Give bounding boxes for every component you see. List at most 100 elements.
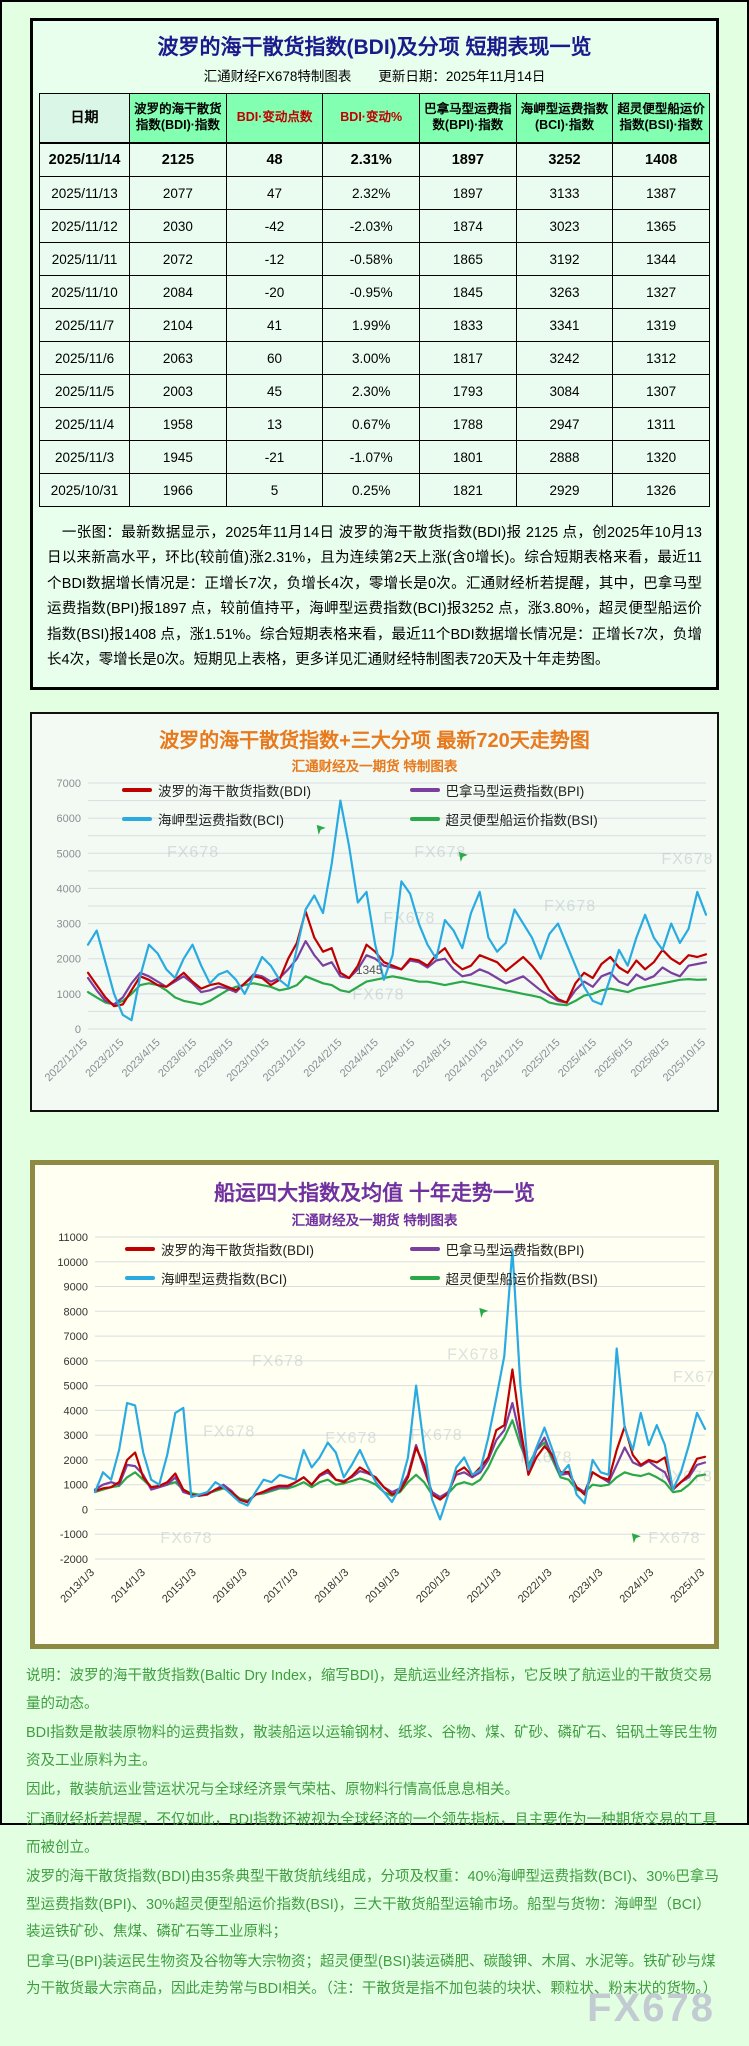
table-cell: 2025/10/31 — [38, 473, 131, 507]
summary-note: 一张图：最新数据显示，2025年11月14日 波罗的海干散货指数(BDI)报 2… — [47, 525, 702, 668]
table-cell: 3023 — [515, 209, 614, 243]
table-cell: 2929 — [515, 473, 614, 507]
footer-line: 波罗的海干散货指数(BDI)由35条典型干散货航线组成，分项及权重：40%海岬型… — [26, 1869, 719, 1941]
table-cell: 2072 — [129, 242, 227, 276]
legend-label: 巴拿马型运费指数(BPI) — [445, 1243, 585, 1259]
table-cell: 5 — [225, 473, 324, 507]
table-cell: 3341 — [515, 308, 614, 342]
table-cell: -20 — [225, 275, 324, 309]
table-cell: 2025/11/12 — [38, 209, 131, 243]
svg-text:7000: 7000 — [57, 778, 81, 790]
svg-text:2022/12/15: 2022/12/15 — [43, 1037, 90, 1084]
svg-text:FX678: FX678 — [352, 987, 404, 1004]
legend-label: 海岬型运费指数(BCI) — [161, 1272, 287, 1288]
cursor-arrow-icon — [458, 852, 468, 863]
table-cell: 1327 — [612, 275, 710, 309]
legend-label: 海岬型运费指数(BCI) — [158, 813, 284, 829]
svg-text:5000: 5000 — [64, 1381, 88, 1393]
svg-text:2023/4/15: 2023/4/15 — [120, 1037, 163, 1080]
table-cell: 2104 — [129, 308, 227, 342]
table-header-row: 日期 波罗的海干散货指数(BDI)·指数 BDI·变动点数 BDI·变动% 巴拿马型运费… — [38, 93, 710, 144]
svg-text:2022/1/3: 2022/1/3 — [516, 1567, 555, 1606]
table-title: 波罗的海干散货指数(BDI)及分项 短期表现一览 — [157, 36, 592, 59]
table-cell: 3084 — [515, 374, 614, 408]
table-row: 2025/11/4 1958 13 0.67% 1788 2947 1311 — [38, 407, 710, 441]
svg-text:2025/1/3: 2025/1/3 — [668, 1567, 707, 1606]
footer-line: 汇通财经析若提醒，不仅如此，BDI指数还被视为全球经济的一个领先指标，且主要作为… — [26, 1811, 718, 1856]
legend-item: 超灵便型船运价指数(BSI) — [409, 809, 698, 829]
svg-text:FX678: FX678 — [160, 1530, 212, 1547]
table-cell: 3242 — [515, 341, 614, 375]
svg-text:FX678: FX678 — [648, 1530, 700, 1547]
table-cell: 3252 — [515, 142, 614, 177]
table-cell: 2025/11/13 — [38, 176, 131, 210]
svg-text:10000: 10000 — [57, 1257, 88, 1269]
footer-line: BDI指数是散装原物料的运费指数，散装船运以运输钢材、纸浆、谷物、煤、矿砂、磷矿… — [26, 1725, 718, 1769]
table-cell: 0.67% — [322, 407, 421, 441]
svg-text:2023/2/15: 2023/2/15 — [83, 1037, 126, 1080]
svg-text:7000: 7000 — [64, 1331, 88, 1343]
table-row: 2025/10/31 1966 5 0.25% 1821 2929 1326 — [38, 473, 710, 507]
table-cell: 2077 — [129, 176, 227, 210]
legend-item: 波罗的海干散货指数(BDI) — [125, 1239, 410, 1259]
table-cell: 1365 — [612, 209, 710, 243]
table-cell: 1793 — [419, 374, 517, 408]
chart-10y-plot: -2000 -1000 0 1000 2000 3000 4000 5000 6000 7000 8… — [57, 1232, 724, 1606]
table-cell: 1312 — [612, 341, 710, 375]
svg-text:11000: 11000 — [58, 1232, 88, 1244]
svg-text:2019/1/3: 2019/1/3 — [363, 1567, 402, 1606]
chart-10y-subtitle: 汇通财经及一期货 特制图表 — [291, 1213, 458, 1229]
legend-label: 超灵便型船运价指数(BSI) — [445, 813, 598, 829]
svg-text:FX678: FX678 — [673, 1369, 715, 1386]
table-cell: 2947 — [515, 407, 614, 441]
svg-text:3000: 3000 — [57, 919, 81, 931]
svg-text:0: 0 — [82, 1505, 88, 1517]
table-row: 2025/11/6 2063 60 3.00% 1817 3242 1312 — [38, 341, 710, 375]
legend-swatch-icon — [409, 788, 440, 793]
legend-label: 波罗的海干散货指数(BDI) — [158, 784, 311, 800]
legend-label: 波罗的海干散货指数(BDI) — [161, 1243, 314, 1259]
legend-item: 海岬型运费指数(BCI) — [125, 1268, 410, 1288]
legend-item: 巴拿马型运费指数(BPI) — [409, 1239, 695, 1259]
legend-swatch-icon — [409, 817, 440, 822]
svg-text:2000: 2000 — [64, 1455, 88, 1467]
svg-text:FX678: FX678 — [203, 1424, 255, 1441]
table-cell: 1387 — [612, 176, 710, 210]
table-cell: 1966 — [129, 473, 227, 507]
legend-item: 超灵便型船运价指数(BSI) — [409, 1268, 695, 1288]
legend-item: 巴拿马型运费指数(BPI) — [409, 780, 698, 800]
legend-swatch-icon — [122, 788, 152, 793]
table-cell: 3263 — [515, 275, 614, 309]
table-row: 2025/11/5 2003 45 2.30% 1793 3084 1307 — [38, 374, 710, 408]
legend-item: 海岬型运费指数(BCI) — [122, 809, 410, 829]
chart-720day-panel: 波罗的海干散货指数+三大分项 最新720天走势图 汇通财经及一期货 特制图表 波… — [30, 712, 719, 1113]
table-cell: 2030 — [129, 209, 227, 243]
table-cell: 2025/11/4 — [38, 407, 131, 441]
column-header: 巴拿马型运费指数(BPI)·指数 — [419, 93, 517, 144]
table-cell: 2025/11/6 — [38, 341, 131, 375]
svg-text:FX678: FX678 — [325, 1430, 377, 1447]
svg-text:FX678: FX678 — [414, 844, 466, 861]
chart-10year-panel: 船运四大指数及均值 十年走势一览 汇通财经及一期货 特制图表 波罗的海干散货指数… — [30, 1160, 724, 1650]
table-cell: 13 — [225, 407, 324, 441]
footer-line: 说明：波罗的海干散货指数(Baltic Dry Index，缩写BDI)，是航运… — [26, 1668, 713, 1712]
table-cell: 1945 — [129, 440, 227, 474]
table-cell: 2.30% — [322, 374, 421, 408]
table-cell: 45 — [225, 374, 324, 408]
table-cell: 1319 — [612, 308, 710, 342]
svg-text:2024/4/15: 2024/4/15 — [338, 1037, 381, 1080]
table-cell: 0.25% — [322, 473, 421, 507]
fx678-watermark: FX678 — [587, 1985, 715, 2030]
table-cell: 2025/11/10 — [38, 275, 131, 309]
table-cell: 1874 — [419, 209, 517, 243]
svg-text:2024/2/15: 2024/2/15 — [302, 1037, 345, 1080]
table-cell: 3.00% — [322, 341, 421, 375]
table-cell: 2888 — [515, 440, 614, 474]
table-cell: 1897 — [419, 176, 517, 210]
table-cell: -21 — [225, 440, 324, 474]
legend-swatch-icon — [409, 1247, 440, 1252]
table-cell: 3192 — [515, 242, 614, 276]
svg-text:FX678: FX678 — [411, 1427, 463, 1444]
table-cell: 1801 — [419, 440, 517, 474]
table-cell: 2063 — [129, 341, 227, 375]
